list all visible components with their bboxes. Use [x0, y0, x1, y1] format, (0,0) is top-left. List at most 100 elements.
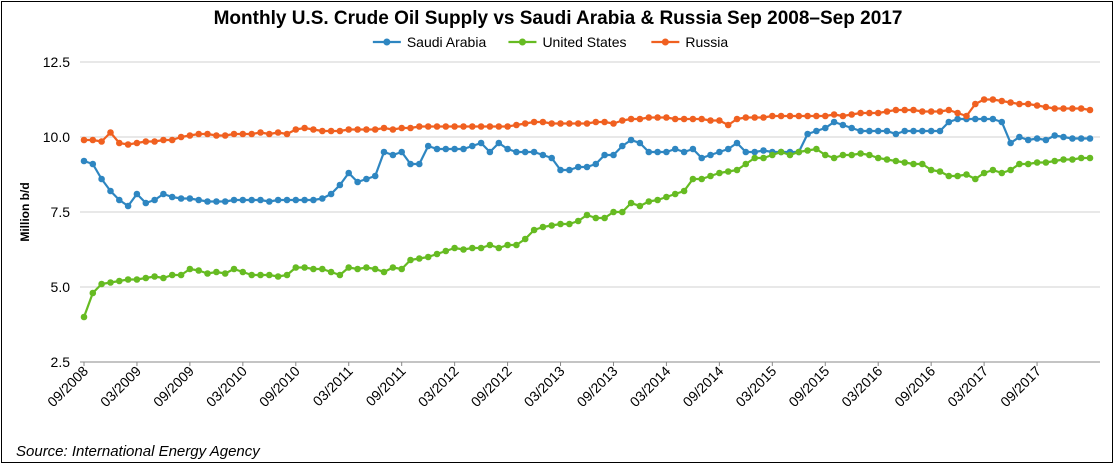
data-point	[963, 112, 970, 120]
data-point	[1007, 166, 1014, 174]
data-point	[1024, 100, 1032, 108]
x-tick-label: 03/2016	[838, 363, 885, 410]
data-point	[671, 145, 679, 153]
data-point	[186, 132, 194, 139]
data-point	[822, 112, 829, 120]
data-point	[177, 133, 185, 141]
data-point	[160, 136, 167, 144]
data-point	[848, 111, 855, 118]
legend-swatch-marker	[661, 38, 669, 46]
data-point	[319, 265, 326, 273]
data-point	[857, 127, 864, 135]
data-point	[663, 114, 670, 121]
legend-item-russia: Russia	[651, 34, 728, 50]
x-tick-label: 09/2014	[679, 363, 726, 410]
data-point	[645, 198, 653, 205]
data-point	[1007, 139, 1014, 147]
data-point	[363, 264, 370, 271]
data-point	[1016, 160, 1023, 168]
data-point	[627, 199, 635, 207]
data-point	[830, 118, 838, 126]
data-point	[883, 127, 891, 135]
data-point	[98, 280, 105, 288]
data-point	[989, 96, 997, 103]
data-point	[548, 154, 555, 162]
data-point	[495, 244, 503, 252]
data-point	[910, 106, 917, 114]
data-point	[345, 264, 353, 271]
data-point	[795, 148, 803, 156]
data-point	[919, 127, 926, 135]
x-tick-label: 09/2009	[150, 363, 197, 410]
data-point	[116, 196, 123, 204]
data-point	[213, 268, 220, 276]
data-point	[177, 195, 185, 202]
data-point	[213, 132, 220, 139]
data-point	[319, 195, 326, 202]
data-point	[274, 273, 282, 280]
data-point	[107, 279, 114, 286]
data-point	[654, 114, 661, 121]
data-point	[998, 169, 1006, 177]
data-point	[433, 123, 441, 130]
data-point	[221, 132, 229, 139]
data-point	[398, 265, 406, 273]
data-point	[830, 154, 838, 162]
data-point	[689, 145, 697, 153]
data-point	[601, 151, 608, 159]
data-point	[1086, 154, 1094, 162]
data-point	[689, 115, 697, 123]
data-point	[424, 253, 432, 261]
data-point	[539, 151, 547, 159]
data-point	[680, 148, 688, 156]
data-point	[751, 114, 758, 121]
data-point	[292, 126, 300, 133]
legend-item-saudi-arabia: Saudi Arabia	[372, 34, 486, 50]
data-point	[301, 196, 308, 204]
data-point	[716, 148, 723, 156]
data-point	[486, 148, 494, 156]
data-point	[195, 267, 202, 274]
data-point	[327, 127, 335, 135]
data-point	[142, 274, 150, 282]
data-point	[822, 151, 829, 159]
data-point	[239, 268, 247, 276]
data-point	[980, 96, 988, 103]
data-point	[698, 115, 705, 123]
data-point	[636, 139, 644, 147]
data-point	[1077, 154, 1085, 162]
data-point	[972, 115, 979, 123]
data-point	[919, 160, 926, 168]
y-axis-label: Million b/d	[18, 182, 32, 241]
data-point	[407, 256, 414, 264]
data-point	[495, 139, 503, 147]
data-point	[301, 264, 308, 271]
data-point	[477, 139, 485, 147]
gridlines	[80, 61, 1100, 363]
data-point	[513, 148, 520, 156]
data-point	[830, 111, 838, 118]
data-point	[151, 273, 158, 280]
data-point	[336, 127, 344, 135]
data-point	[777, 112, 785, 120]
data-point	[319, 127, 326, 135]
data-point	[133, 190, 141, 198]
data-point	[407, 124, 414, 132]
x-tick-label: 03/2017	[944, 363, 991, 410]
data-point	[521, 120, 529, 127]
data-point	[804, 112, 811, 120]
data-point	[724, 121, 732, 129]
data-point	[80, 313, 88, 321]
data-point	[574, 217, 582, 225]
data-point	[186, 195, 194, 202]
data-point	[1007, 99, 1014, 106]
data-point	[857, 150, 864, 157]
data-point	[707, 151, 714, 159]
data-point	[363, 126, 370, 133]
data-point	[883, 156, 891, 163]
legend-label: United States	[542, 34, 626, 50]
data-point	[477, 244, 485, 252]
data-point	[310, 265, 317, 273]
data-point	[989, 115, 997, 123]
data-point	[592, 160, 600, 168]
